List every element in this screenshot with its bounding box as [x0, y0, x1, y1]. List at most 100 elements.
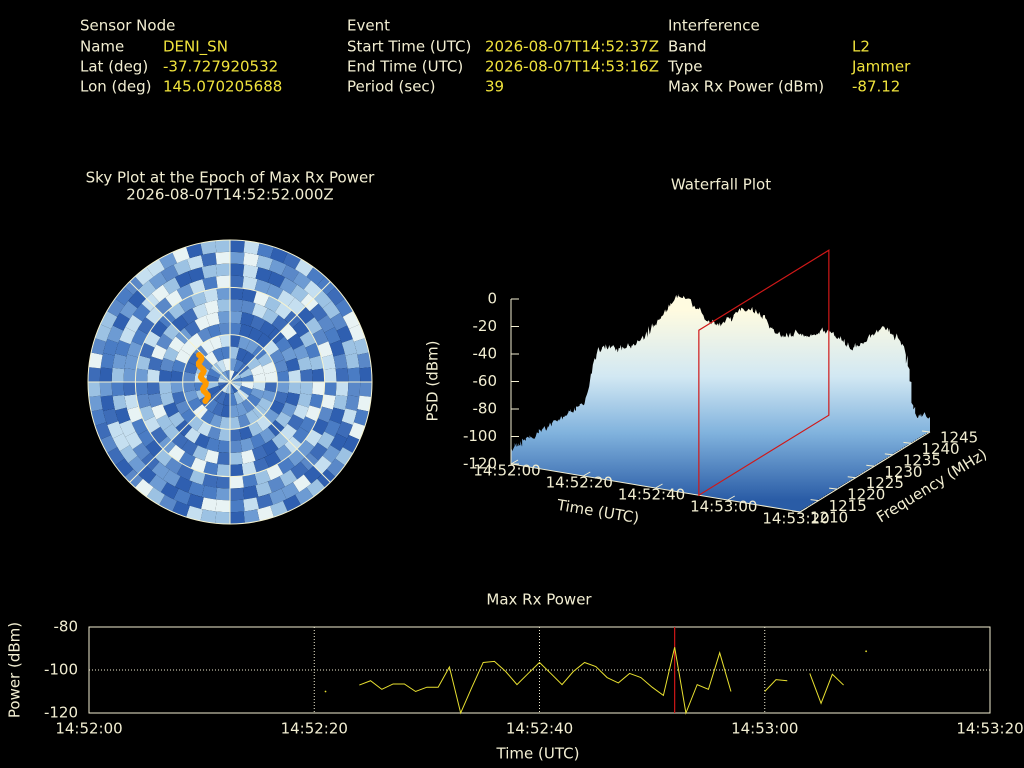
sky-cell [359, 382, 372, 397]
sky-cell [160, 357, 175, 372]
sky-cell [132, 303, 151, 322]
sky-cell [269, 400, 285, 415]
sky-cell [305, 342, 321, 359]
sky-cell [207, 368, 221, 379]
waterfall-title: Waterfall Plot [671, 176, 771, 194]
z-tick-label: -20 [473, 317, 498, 335]
sky-cell [306, 478, 326, 497]
sky-cell [202, 276, 218, 291]
sky-cell [197, 327, 212, 343]
sky-cell [159, 252, 178, 270]
sky-cell [194, 315, 210, 331]
sky-cell [342, 434, 360, 453]
sky-cell [256, 332, 272, 349]
sky-cell [204, 398, 219, 413]
sky-cell [88, 395, 103, 412]
sky-cell [281, 346, 297, 362]
sky-cell [357, 395, 372, 412]
sky-cell [240, 437, 255, 452]
sky-cell [230, 346, 240, 360]
sky-cell [222, 358, 230, 371]
sky-cell [261, 361, 277, 375]
sky-cell [250, 433, 266, 449]
sky-cell [156, 333, 173, 350]
sky-cell [187, 255, 204, 271]
z-tick-label: -60 [473, 372, 498, 390]
sky-cell [288, 382, 301, 395]
sky-cell [215, 487, 230, 501]
sky-cell [230, 358, 238, 371]
sky-cell [305, 405, 321, 422]
sky-cell [287, 333, 304, 350]
sky-cell [293, 344, 309, 361]
y-tick [884, 453, 893, 456]
sky-cell [151, 344, 167, 361]
sky-cell [119, 419, 136, 437]
sky-cell [257, 243, 274, 259]
sky-cell [190, 291, 207, 307]
sky-cell [259, 427, 276, 444]
sky-subtitle: 2026-08-07T14:52:52.000Z [126, 186, 333, 204]
sky-cell [297, 393, 312, 408]
sky-cell [288, 369, 301, 382]
field-label: Type [667, 58, 702, 76]
sky-cell [261, 389, 277, 403]
sky-cell [151, 284, 170, 303]
sky-cell [287, 414, 304, 431]
sky-cell [246, 356, 261, 371]
sky-cell [309, 355, 324, 371]
sky-cell [336, 325, 353, 343]
sky-cell [172, 246, 190, 264]
sky-cell [267, 476, 285, 493]
sky-cell [252, 372, 266, 382]
field-label: End Time (UTC) [347, 58, 463, 76]
field-value: 39 [485, 78, 504, 96]
sky-cell [127, 406, 143, 423]
satellite-track [202, 398, 209, 404]
sky-cell [207, 323, 221, 339]
sky-cell [230, 299, 243, 312]
sky-cell [115, 458, 134, 478]
sky-cell [326, 286, 345, 306]
sky-cell [290, 284, 309, 303]
sky-cell [330, 433, 348, 452]
sky-cell [259, 320, 276, 337]
y-tick-label: 1220 [847, 486, 885, 504]
sky-cell [202, 473, 218, 488]
info-panel: Sensor Node Name DENI_SN Lat (deg) -37.72792… [80, 17, 911, 96]
sky-cell [100, 353, 115, 369]
sky-cell [245, 339, 260, 355]
sky-cell [309, 393, 324, 409]
sky-cell [147, 369, 160, 382]
sky-cell [275, 336, 292, 353]
sky-cell [119, 444, 138, 464]
sky-cell [217, 440, 230, 453]
sky-cell [168, 302, 186, 320]
sky-cell [293, 403, 309, 420]
sky-cell [207, 385, 221, 396]
x-tick-label: 14:52:00 [55, 720, 122, 738]
sky-cell [285, 357, 300, 372]
sky-cell [230, 452, 243, 465]
sky-cell [205, 312, 220, 327]
sky-cell [201, 485, 218, 500]
sky-cell [241, 461, 257, 476]
sky-cell [250, 315, 266, 331]
sky-cell [188, 267, 205, 283]
sky-cell [91, 409, 107, 426]
sky-cell [335, 298, 353, 317]
sky-cell [345, 395, 360, 411]
sky-cell [237, 413, 251, 429]
sky-cell [263, 340, 280, 356]
sky-cell [209, 413, 223, 429]
field-label: Lon (deg) [80, 78, 152, 96]
sky-cell [156, 414, 173, 431]
sky-cell [220, 404, 230, 418]
sky-cell [239, 385, 253, 396]
azimuth-spoke [129, 281, 331, 483]
sky-cell [187, 493, 204, 509]
sky-cell [230, 511, 245, 524]
sky-cell [357, 352, 372, 369]
sky-cell [322, 300, 341, 320]
